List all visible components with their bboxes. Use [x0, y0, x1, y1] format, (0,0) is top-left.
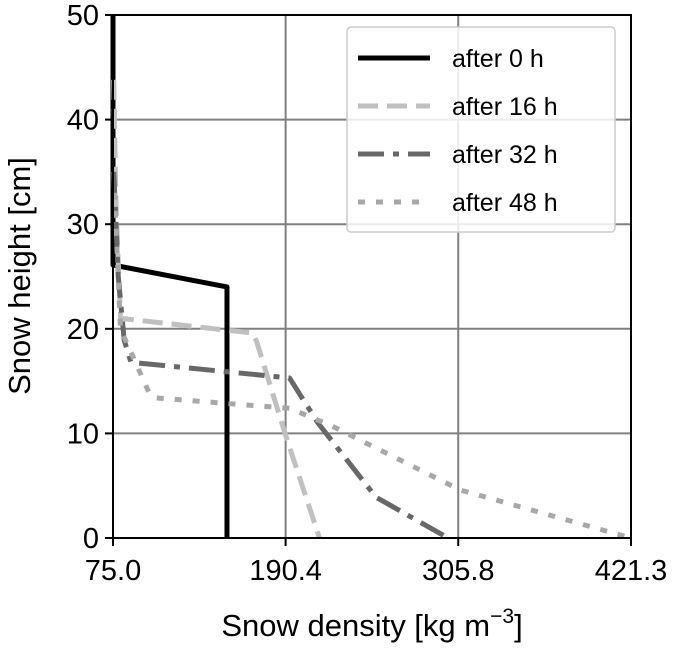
y-tick-label: 50 — [67, 0, 99, 32]
legend-label: after 16 h — [452, 93, 558, 121]
x-tick-label: 305.8 — [422, 555, 495, 587]
y-axis-label: Snow height [cm] — [2, 157, 37, 395]
legend: after 0 h after 16 h after 32 h after 48 h — [346, 26, 616, 233]
series-line-1 — [111, 79, 322, 539]
y-tick-label: 0 — [83, 523, 99, 555]
legend-box — [346, 26, 616, 233]
x-tick-label: 421.3 — [595, 555, 668, 587]
legend-label: after 48 h — [452, 189, 558, 217]
x-tick-label: 190.4 — [249, 555, 322, 587]
y-tick-label: 10 — [67, 418, 99, 450]
plot-frame — [112, 14, 632, 539]
y-tick-label: 20 — [67, 314, 99, 346]
y-tick-label: 40 — [67, 105, 99, 137]
x-tick-label: 75.0 — [85, 555, 141, 587]
series-line-0 — [110, 15, 230, 538]
legend-label: after 0 h — [452, 45, 544, 73]
y-tick-label: 30 — [67, 209, 99, 241]
x-axis-label: Snow density [kg m−3] — [221, 605, 522, 643]
ticks: 75.0 190.4 305.8 421.3 0 10 20 30 40 50 — [67, 0, 668, 587]
series-line-3 — [111, 192, 632, 541]
legend-label: after 32 h — [452, 141, 558, 169]
